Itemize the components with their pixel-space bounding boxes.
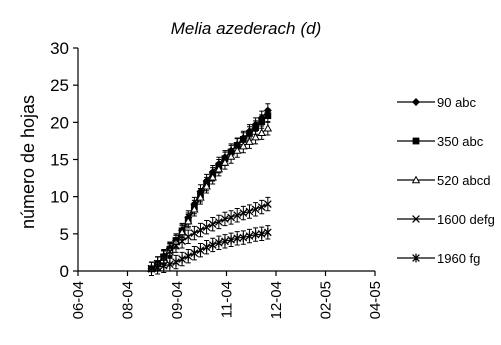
data-point [172,257,180,267]
data-point [147,264,156,274]
series-triangle [147,121,273,276]
data-point [190,204,199,213]
data-point [233,233,242,243]
data-point [251,230,260,239]
data-point [239,209,248,217]
data-point [257,128,266,136]
y-axis-label: número de hojas [18,95,38,229]
legend-label: 520 abcd [437,173,491,188]
data-point [263,227,272,237]
x-tick-label: 09-04 [169,281,186,319]
y-tick-label: 25 [50,76,69,95]
data-point [251,205,260,214]
data-point [184,232,193,241]
legend-item: 520 abcd [397,173,491,188]
data-point [208,240,217,250]
data-point [245,231,254,241]
y-tick-label: 10 [50,188,69,207]
legend-marker [411,175,421,184]
data-point [258,118,266,125]
data-point [202,223,211,232]
y-tick-label: 30 [50,39,69,58]
x-tick-label: 12-04 [268,281,285,319]
series-layer [147,103,273,276]
data-point [153,262,162,272]
x-tick-label: 11-04 [219,281,236,318]
legend-item: 1960 fg [397,251,480,266]
data-point [202,242,211,252]
data-point [196,245,205,255]
data-point [263,123,273,132]
legend-label: 1600 defg [437,212,495,227]
series-x [147,196,272,276]
data-point [245,207,254,216]
legend-item: 1600 defg [397,212,495,227]
data-point [226,152,236,160]
legend-marker [412,137,420,145]
legend-label: 350 abc [437,134,484,149]
data-point [208,172,217,181]
data-point [165,259,174,269]
data-point [232,146,242,154]
data-point [246,130,253,137]
data-point [251,132,260,141]
legend: 90 abc 350 abc 520 abcd 1600 defg 1960 fg [397,95,495,266]
data-point [239,141,248,150]
chart-title-panel: (d) [300,19,321,38]
data-point [178,237,186,246]
data-point [159,253,168,262]
data-point [178,254,186,264]
data-point [190,229,199,237]
data-point [190,248,199,258]
x-tick-label: 04-05 [367,281,384,319]
data-point [208,220,217,229]
data-point [172,241,180,250]
data-point [227,235,235,245]
data-point [214,238,223,248]
legend-marker [412,98,420,106]
legend-label: 1960 fg [437,251,480,266]
y-tick-label: 20 [50,113,69,132]
legend-item: 350 abc [397,134,484,149]
data-point [184,251,193,261]
data-point [159,261,168,271]
data-point [214,164,224,173]
y-tick-label: 15 [50,151,69,170]
x-tick-label: 06-04 [70,281,87,319]
axes: 0 5 10 15 20 25 30 06-04 08-04 09-04 11-04 12-04 02-… [50,39,384,319]
data-point [263,200,272,208]
data-point [221,215,229,223]
data-point [220,158,230,166]
data-point [196,192,205,201]
chart-title-species: Melia azederach [171,19,296,38]
data-point [257,229,266,239]
data-point [257,203,266,211]
data-point [239,233,248,242]
x-tick-label: 08-04 [120,281,137,319]
legend-label: 90 abc [437,95,477,110]
legend-item: 90 abc [397,95,477,110]
series-star [147,225,272,276]
data-point [227,213,235,222]
data-point [196,226,205,234]
data-point [264,112,272,120]
data-point [183,216,193,225]
legend-marker [412,253,420,263]
data-point [202,181,211,190]
x-tick-label: 02-05 [318,281,335,319]
data-point [214,218,223,226]
y-tick-label: 5 [60,225,69,244]
data-point [245,137,254,145]
legend-marker [412,215,420,223]
data-point [221,236,229,246]
y-tick-label: 0 [60,262,69,281]
data-point [233,211,242,220]
chart-title: Melia azederach (d) [171,19,322,38]
data-point [165,247,174,256]
data-point [252,124,259,131]
